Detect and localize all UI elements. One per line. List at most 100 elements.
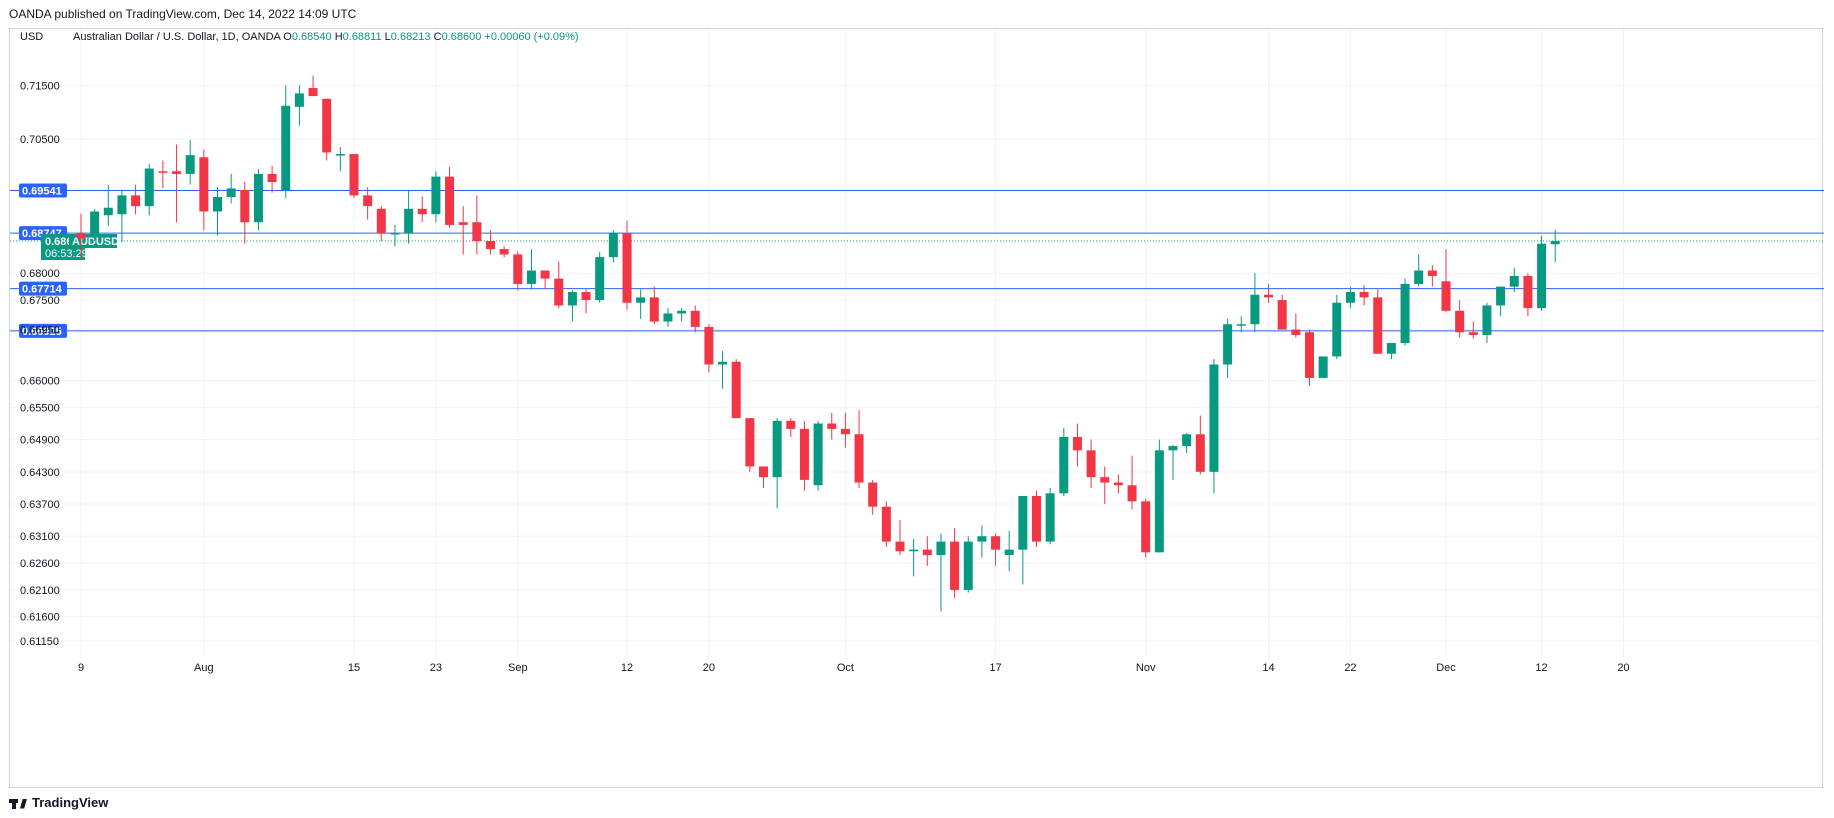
- candle: [1414, 254, 1424, 287]
- candle-body: [1332, 302, 1342, 357]
- level-badge: [19, 281, 67, 296]
- candle-body: [1400, 283, 1410, 343]
- x-tick-label: 23: [430, 662, 442, 674]
- level-badge: [19, 183, 67, 198]
- candle-body: [1318, 356, 1328, 378]
- candle-body: [240, 190, 250, 223]
- candle: [1168, 444, 1178, 480]
- candle: [363, 187, 373, 220]
- candle: [1318, 356, 1328, 378]
- candle: [131, 184, 141, 215]
- candle: [704, 324, 714, 373]
- candle: [677, 308, 687, 322]
- candle: [404, 190, 414, 244]
- candle-body: [458, 222, 468, 225]
- candle-body: [677, 310, 687, 314]
- candle: [199, 149, 209, 231]
- candle: [595, 251, 605, 303]
- candle: [1032, 490, 1041, 547]
- candle: [868, 479, 878, 515]
- y-tick-label: 0.66000: [20, 376, 60, 388]
- candle-body: [335, 154, 345, 156]
- candle: [963, 536, 973, 593]
- candle-body: [1523, 275, 1533, 309]
- candle: [1195, 415, 1205, 475]
- candle: [90, 208, 100, 242]
- candle-body: [1045, 493, 1055, 542]
- y-tick-label: 0.63700: [20, 499, 60, 511]
- footer-brand[interactable]: TradingView: [9, 795, 108, 810]
- candle-body: [554, 278, 564, 306]
- candle: [1441, 249, 1451, 312]
- candle-body: [404, 208, 414, 233]
- tradingview-logo-icon: [9, 797, 27, 809]
- legend-change: +0.00060 (+0.09%): [484, 31, 578, 43]
- candle-body: [1550, 241, 1560, 245]
- candle: [759, 466, 768, 488]
- candle: [472, 195, 482, 255]
- candle: [690, 305, 700, 333]
- candle-body: [718, 361, 728, 365]
- candle-body: [909, 549, 919, 552]
- candle-body: [308, 88, 318, 97]
- candle: [731, 359, 741, 419]
- candle: [840, 412, 850, 448]
- candle-body: [1072, 436, 1082, 451]
- candle-body: [363, 195, 373, 207]
- candle: [922, 536, 932, 566]
- candle: [1455, 300, 1465, 338]
- candle-body: [1482, 305, 1492, 335]
- candle: [1059, 427, 1069, 496]
- candle-body: [349, 154, 359, 196]
- candle-body: [567, 292, 577, 306]
- candle: [117, 189, 127, 243]
- candle: [1332, 294, 1342, 360]
- y-tick-label: 0.63100: [20, 531, 60, 543]
- candle-body: [1264, 294, 1274, 298]
- countdown-timer: 06:53:29: [45, 248, 88, 260]
- candle: [499, 246, 509, 258]
- y-tick-label: 0.65500: [20, 402, 60, 414]
- candle: [663, 308, 673, 327]
- candle-body: [76, 232, 86, 239]
- candle-body: [486, 241, 495, 250]
- candle-body: [376, 208, 386, 233]
- candle: [1045, 487, 1055, 545]
- candle: [1127, 455, 1137, 510]
- candle-body: [131, 195, 141, 207]
- candle-body: [608, 232, 618, 258]
- candle-body: [868, 482, 878, 507]
- candle: [991, 533, 1001, 566]
- candle-body: [417, 208, 427, 215]
- y-tick-label: 0.61150: [20, 636, 59, 648]
- candle: [417, 196, 427, 223]
- candle: [172, 144, 182, 223]
- candle: [608, 230, 618, 263]
- candle: [854, 410, 864, 488]
- candle-body: [172, 171, 182, 174]
- candle-body: [895, 541, 905, 552]
- candle: [1523, 273, 1533, 317]
- candles: [76, 75, 1560, 612]
- candle: [1004, 530, 1014, 572]
- candle: [1236, 316, 1246, 333]
- candle: [1086, 439, 1096, 488]
- candle-body: [1209, 364, 1219, 472]
- candle-body: [595, 257, 605, 301]
- x-tick-label: 15: [348, 662, 360, 674]
- candle-body: [799, 428, 809, 480]
- level-label: 0.66925: [22, 326, 62, 338]
- x-tick-label: 14: [1262, 662, 1274, 674]
- candle: [376, 206, 386, 242]
- x-tick-label: Oct: [837, 662, 854, 674]
- candle-body: [1236, 324, 1246, 326]
- x-tick-label: Nov: [1136, 662, 1156, 674]
- candle-body: [431, 176, 441, 215]
- candle-body: [1359, 292, 1369, 298]
- candle-body: [1277, 300, 1287, 330]
- candle: [1072, 423, 1082, 467]
- candle: [745, 418, 755, 472]
